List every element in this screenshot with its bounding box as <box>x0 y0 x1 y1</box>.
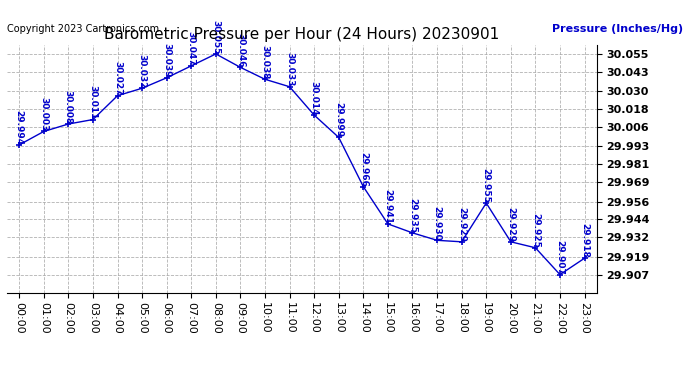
Text: 30.038: 30.038 <box>261 45 270 79</box>
Text: 29.999: 29.999 <box>334 102 343 138</box>
Text: 30.033: 30.033 <box>285 53 294 87</box>
Text: 30.011: 30.011 <box>88 85 97 120</box>
Text: Pressure (Inches/Hg): Pressure (Inches/Hg) <box>552 24 683 34</box>
Text: 29.929: 29.929 <box>506 207 515 242</box>
Text: 29.935: 29.935 <box>408 198 417 233</box>
Text: 30.055: 30.055 <box>211 20 220 54</box>
Text: 30.008: 30.008 <box>64 90 73 124</box>
Text: 30.014: 30.014 <box>310 81 319 115</box>
Text: 30.003: 30.003 <box>39 97 48 132</box>
Text: 29.966: 29.966 <box>359 152 368 187</box>
Text: 29.918: 29.918 <box>580 224 589 258</box>
Text: 29.907: 29.907 <box>555 240 564 274</box>
Text: 30.046: 30.046 <box>236 33 245 68</box>
Text: 29.955: 29.955 <box>482 168 491 203</box>
Text: 29.994: 29.994 <box>14 110 23 145</box>
Text: 30.047: 30.047 <box>187 31 196 66</box>
Text: 30.027: 30.027 <box>113 61 122 96</box>
Text: Copyright 2023 Cartronics.com: Copyright 2023 Cartronics.com <box>7 24 159 34</box>
Text: 29.930: 29.930 <box>433 206 442 240</box>
Text: 29.925: 29.925 <box>531 213 540 248</box>
Text: 29.941: 29.941 <box>384 189 393 224</box>
Title: Barometric Pressure per Hour (24 Hours) 20230901: Barometric Pressure per Hour (24 Hours) … <box>104 27 500 42</box>
Text: 29.929: 29.929 <box>457 207 466 242</box>
Text: 30.039: 30.039 <box>162 43 171 78</box>
Text: 30.032: 30.032 <box>137 54 146 88</box>
